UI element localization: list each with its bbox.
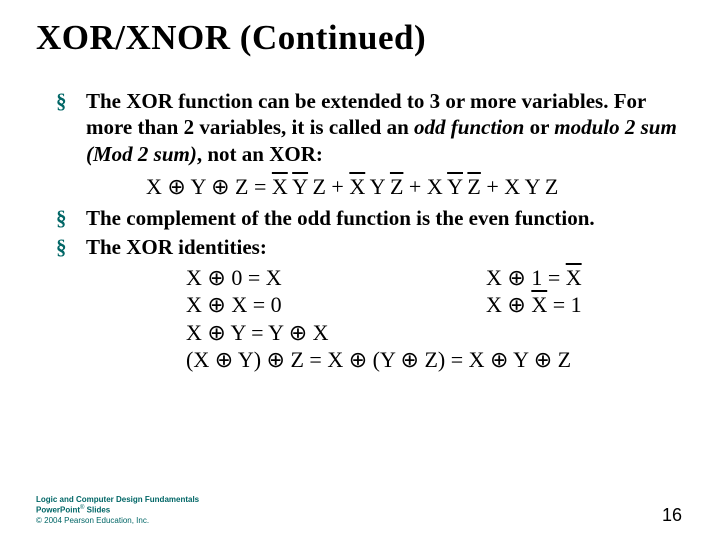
- footer-line-3: © 2004 Pearson Education, Inc.: [36, 516, 199, 526]
- eq-t1a: X: [272, 174, 288, 199]
- id1-left: X ⊕ 0 = X: [186, 264, 486, 292]
- eq-t2b: Y: [370, 174, 386, 199]
- identity-row-2: X ⊕ X = 0 X ⊕ X = 1: [186, 291, 684, 319]
- footer: Logic and Computer Design Fundamentals P…: [36, 495, 199, 526]
- bullet-1: The XOR function can be extended to 3 or…: [56, 88, 684, 201]
- id2-left: X ⊕ X = 0: [186, 291, 486, 319]
- identity-row-3: X ⊕ Y = Y ⊕ X: [186, 319, 684, 347]
- identity-row-4: (X ⊕ Y) ⊕ Z = X ⊕ (Y ⊕ Z) = X ⊕ Y ⊕ Z: [186, 346, 684, 374]
- id2r-a: X ⊕: [486, 292, 531, 317]
- footer-l2a: PowerPoint: [36, 506, 80, 515]
- id1-right: X ⊕ 1 = X: [486, 264, 582, 292]
- footer-line-1: Logic and Computer Design Fundamentals: [36, 495, 199, 505]
- eq-p1: +: [326, 174, 349, 199]
- bullet-list: The XOR function can be extended to 3 or…: [36, 88, 684, 374]
- eq-t3c: Z: [467, 174, 480, 199]
- id4: (X ⊕ Y) ⊕ Z = X ⊕ (Y ⊕ Z) = X ⊕ Y ⊕ Z: [186, 346, 571, 374]
- bullet-1-text-c: , not an XOR:: [197, 142, 323, 166]
- footer-l1a: Logic and Computer Design Fundamentals: [36, 495, 199, 504]
- bullet-2: The complement of the odd function is th…: [56, 205, 684, 231]
- footer-l2b: Slides: [84, 506, 110, 515]
- slide-title: XOR/XNOR (Continued): [36, 18, 684, 58]
- identity-row-1: X ⊕ 0 = X X ⊕ 1 = X: [186, 264, 684, 292]
- eq-eq: =: [254, 174, 266, 199]
- eq-t1c: Z: [312, 174, 325, 199]
- bullet-3-text: The XOR identities:: [86, 235, 267, 259]
- bullet-1-text-b: or: [524, 115, 554, 139]
- bullet-1-odd: odd function: [414, 115, 524, 139]
- identities-block: X ⊕ 0 = X X ⊕ 1 = X X ⊕ X = 0 X ⊕ X = 1 …: [186, 264, 684, 374]
- id1r-a: X ⊕ 1 =: [486, 265, 566, 290]
- eq-p2: +: [403, 174, 426, 199]
- eq-t2a: X: [349, 174, 365, 199]
- id3: X ⊕ Y = Y ⊕ X: [186, 319, 486, 347]
- slide: XOR/XNOR (Continued) The XOR function ca…: [0, 0, 720, 540]
- page-number: 16: [662, 505, 682, 526]
- id2-right: X ⊕ X = 1: [486, 291, 582, 319]
- id1r-b: X: [566, 265, 582, 290]
- eq-t2c: Z: [390, 174, 403, 199]
- equation-block: X ⊕ Y ⊕ Z = X Y Z + X Y Z + X Y Z + X Y …: [146, 173, 684, 202]
- eq-t3b: Y: [447, 174, 463, 199]
- eq-lhs: X ⊕ Y ⊕ Z: [146, 174, 248, 199]
- eq-t4b: Y: [525, 174, 541, 199]
- eq-t4a: X: [504, 174, 520, 199]
- id2r-c: = 1: [547, 292, 581, 317]
- eq-p3: +: [481, 174, 504, 199]
- footer-line-2: PowerPoint® Slides: [36, 505, 199, 516]
- eq-t4c: Z: [545, 174, 558, 199]
- id2r-b: X: [531, 292, 547, 317]
- eq-t1b: Y: [292, 174, 308, 199]
- eq-t3a: X: [427, 174, 443, 199]
- bullet-3: The XOR identities: X ⊕ 0 = X X ⊕ 1 = X …: [56, 234, 684, 374]
